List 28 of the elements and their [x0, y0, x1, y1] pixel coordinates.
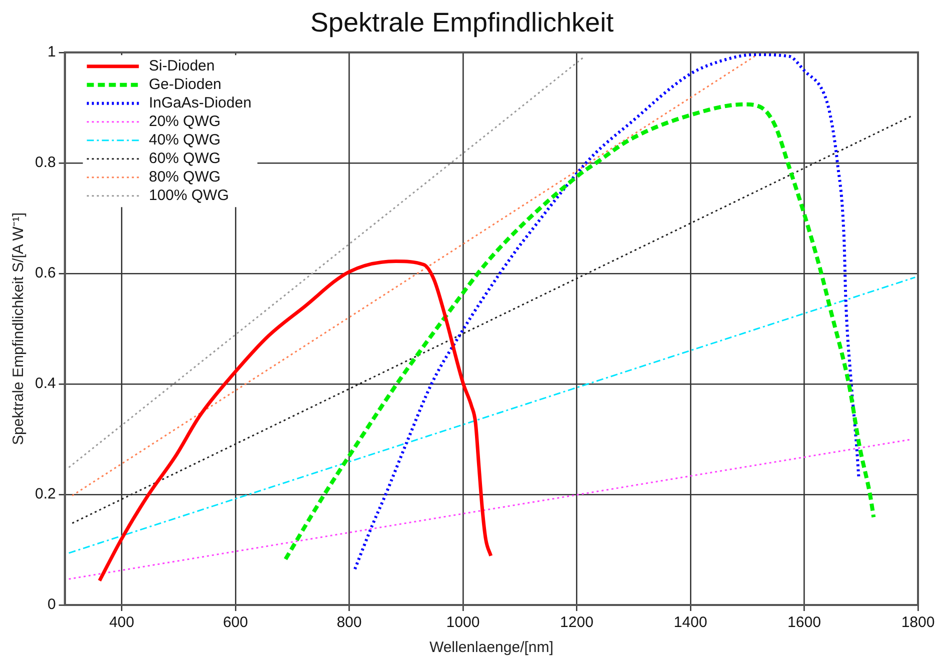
y-axis-title: Spektrale Empfindlichkeit S/[A W⁻¹]	[10, 212, 28, 445]
y-tick-label: 0.4	[34, 375, 56, 392]
legend-label: Ge-Dioden	[148, 76, 222, 94]
y-tick-label: 1	[48, 44, 56, 61]
legend-label: 20% QWG	[148, 113, 221, 130]
x-tick-label: 600	[222, 614, 248, 632]
y-tick-label: 0	[48, 596, 56, 614]
line-series	[284, 102, 876, 562]
x-tick-label: 800	[336, 614, 362, 632]
line-series	[98, 260, 493, 582]
x-axis-title: Wellenlaenge/[nm]	[429, 639, 554, 656]
y-tick-label: 0.6	[34, 264, 56, 282]
legend-label: Si-Dioden	[148, 58, 215, 75]
line-series	[353, 53, 860, 571]
legend-label: InGaAs-Dioden	[148, 94, 252, 112]
x-tick-label: 400	[109, 614, 134, 632]
chart-title: Spektrale Empfindlichkeit	[310, 8, 614, 38]
y-tick-label: 0.8	[34, 154, 56, 172]
legend-label: 100% QWG	[148, 187, 229, 204]
x-tick-label: 1600	[788, 614, 821, 632]
x-tick-label: 1200	[560, 614, 594, 632]
x-tick-label: 1800	[901, 614, 935, 632]
y-tick-label: 0.2	[34, 486, 56, 503]
x-tick-label: 1400	[674, 614, 708, 632]
x-tick-label: 1000	[446, 614, 480, 632]
legend-label: 60% QWG	[148, 150, 221, 168]
legend-label: 40% QWG	[148, 132, 221, 149]
legend-label: 80% QWG	[148, 168, 221, 186]
